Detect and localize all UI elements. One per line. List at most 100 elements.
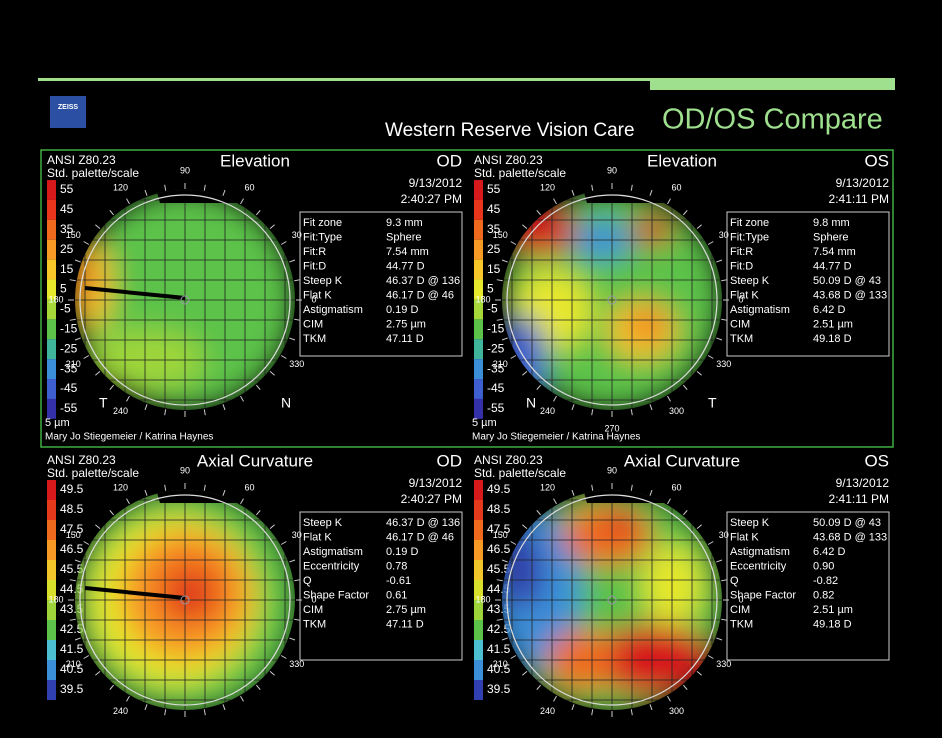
info-label: Fit:R xyxy=(730,246,753,258)
angle-label: 60 xyxy=(671,483,681,493)
angle-tick xyxy=(95,370,101,376)
scale-swatch xyxy=(474,299,483,320)
angle-label: 120 xyxy=(540,183,555,193)
info-value: 7.54 mm xyxy=(813,246,856,258)
info-value: 46.37 D @ 136 xyxy=(386,275,460,287)
scale-swatch xyxy=(474,379,483,399)
info-label: CIM xyxy=(730,318,750,330)
scale-swatch xyxy=(47,398,56,419)
angle-tick xyxy=(144,704,148,711)
angle-tick xyxy=(95,670,101,676)
angle-label: 60 xyxy=(244,483,254,493)
angle-tick xyxy=(536,684,542,690)
info-value: 50.09 D @ 43 xyxy=(813,275,881,287)
angle-tick xyxy=(522,224,528,230)
exam-date: 9/13/2012 xyxy=(409,476,463,490)
info-value: 49.18 D xyxy=(813,333,852,345)
info-label: Fit:D xyxy=(730,260,753,272)
angle-tick xyxy=(501,337,508,341)
angle-tick xyxy=(255,384,261,390)
angle-tick xyxy=(510,355,517,359)
angle-tick xyxy=(289,559,296,563)
angle-tick xyxy=(95,524,101,530)
scale-label: 41.5 xyxy=(60,642,84,656)
scale-swatch xyxy=(47,500,56,520)
angle-tick xyxy=(696,370,702,376)
angle-tick xyxy=(716,637,723,641)
angle-tick xyxy=(591,484,594,491)
angle-tick xyxy=(222,489,226,496)
scale-swatch xyxy=(474,640,483,660)
angle-label: 330 xyxy=(716,359,731,369)
scale-swatch xyxy=(474,560,483,580)
angle-label: 240 xyxy=(540,706,555,716)
standard-label: ANSI Z80.23 xyxy=(47,453,116,467)
angle-tick xyxy=(667,498,671,505)
angle-tick xyxy=(630,409,633,416)
info-value: 7.54 mm xyxy=(386,246,429,258)
info-value: 2.75 µm xyxy=(386,318,426,330)
scale-swatch xyxy=(47,680,56,700)
angle-tick xyxy=(707,355,714,359)
info-value: 44.77 D xyxy=(813,260,852,272)
angle-tick xyxy=(591,409,594,416)
angle-tick xyxy=(83,355,90,359)
exam-time: 2:41:11 PM xyxy=(829,492,889,506)
info-value: 46.17 D @ 46 xyxy=(386,289,454,301)
exam-date: 9/13/2012 xyxy=(409,176,463,190)
angle-label: 330 xyxy=(716,659,731,669)
scale-swatch xyxy=(474,520,483,540)
info-value: 2.51 µm xyxy=(813,604,853,616)
info-box xyxy=(726,211,890,357)
scale-label: 45 xyxy=(487,202,501,216)
angle-tick xyxy=(95,224,101,230)
angle-tick xyxy=(649,404,653,411)
scale-label: 45 xyxy=(60,202,74,216)
info-label: Steep K xyxy=(303,517,343,529)
scale-swatch xyxy=(474,219,483,240)
angle-tick xyxy=(707,655,714,659)
info-label: Fit:Type xyxy=(303,231,342,243)
scale-label: 5 xyxy=(487,282,494,296)
angle-tick xyxy=(240,198,244,205)
scale-label: 40.5 xyxy=(487,662,511,676)
angle-tick xyxy=(649,704,653,711)
angle-tick xyxy=(571,704,575,711)
scale-swatch xyxy=(474,480,483,500)
standard-label: ANSI Z80.23 xyxy=(47,153,116,167)
info-value: 43.68 D @ 133 xyxy=(813,289,887,301)
angle-tick xyxy=(716,259,723,263)
info-label: Flat K xyxy=(730,289,759,301)
map-blob xyxy=(629,310,665,340)
scale-label: -5 xyxy=(60,302,71,316)
scale-swatch xyxy=(474,398,483,419)
scale-label: 39.5 xyxy=(60,682,84,696)
scale-label: 47.5 xyxy=(60,522,84,536)
scale-swatch xyxy=(47,480,56,500)
info-label: CIM xyxy=(730,604,750,616)
scale-label: 40.5 xyxy=(60,662,84,676)
angle-tick xyxy=(222,404,226,411)
angle-tick xyxy=(203,709,206,716)
info-label: Fit zone xyxy=(303,217,342,229)
angle-tick xyxy=(74,337,81,341)
info-value: 2.75 µm xyxy=(386,604,426,616)
angle-tick xyxy=(280,541,287,545)
angle-tick xyxy=(69,318,76,321)
angle-label: 90 xyxy=(607,165,617,175)
scale-swatch xyxy=(474,680,483,700)
angle-tick xyxy=(164,709,167,716)
exam-date: 9/13/2012 xyxy=(836,176,890,190)
angle-tick xyxy=(496,279,503,282)
exam-time: 2:40:27 PM xyxy=(401,492,462,506)
angle-label: 90 xyxy=(607,465,617,475)
angle-label: 180 xyxy=(48,594,63,604)
scale-label: 45.5 xyxy=(60,562,84,576)
scale-swatch xyxy=(47,660,56,680)
pupil-marker xyxy=(180,295,190,305)
scale-swatch xyxy=(47,359,56,380)
angle-tick xyxy=(240,498,244,505)
angle-label: 120 xyxy=(113,483,128,493)
scale-label: 46.5 xyxy=(487,542,511,556)
scale-swatch xyxy=(474,540,483,560)
